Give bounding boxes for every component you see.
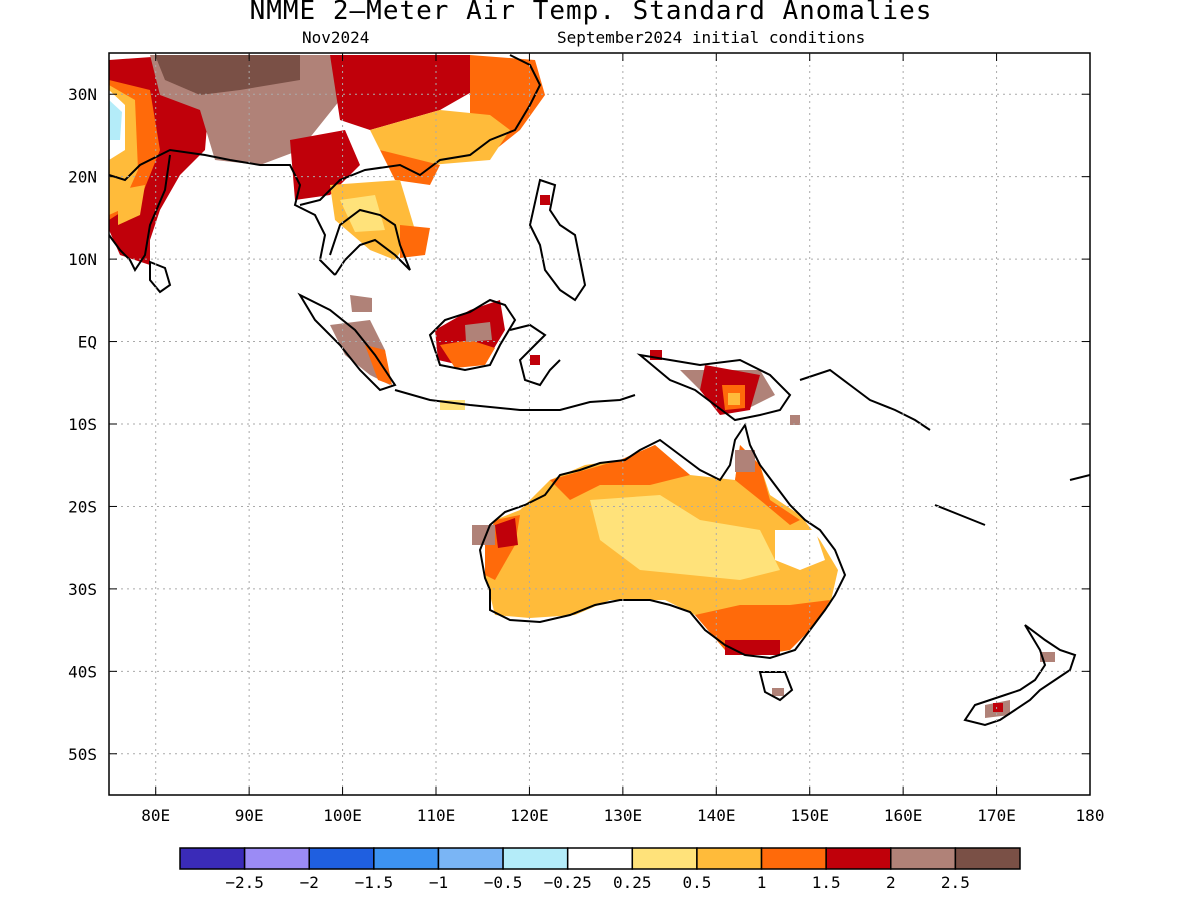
lon-label: 180 — [1076, 806, 1105, 825]
lon-label: 110E — [417, 806, 456, 825]
colorbar-label: −2 — [300, 873, 319, 892]
valid-month: Nov2024 — [302, 28, 370, 47]
colorbar-label: 1 — [757, 873, 767, 892]
colorbar-label: 2.5 — [941, 873, 970, 892]
lat-label: EQ — [78, 333, 97, 352]
gridlines — [109, 53, 1090, 795]
map-title: NMME 2—Meter Air Temp. Standard Anomalie… — [249, 0, 933, 26]
lat-label: 40S — [68, 662, 97, 681]
colorbar-label: −0.5 — [484, 873, 523, 892]
colorbar-label: 1.5 — [812, 873, 841, 892]
latitude-labels: 30N 20N 10N EQ 10S 20S 30S 40S 50S — [68, 85, 1090, 764]
lon-label: 170E — [977, 806, 1016, 825]
initial-conditions: September2024 initial conditions — [557, 28, 866, 47]
lon-label: 140E — [697, 806, 736, 825]
colorbar-swatch — [954, 847, 1021, 870]
colorbar-swatch — [566, 847, 634, 870]
lat-label: 30S — [68, 580, 97, 599]
colorbar-label: −0.25 — [544, 873, 592, 892]
colorbar-swatch — [631, 847, 698, 870]
colorbar-swatch — [308, 847, 375, 870]
colorbar-swatch — [502, 847, 569, 870]
colorbar-swatch — [890, 847, 957, 870]
lon-label: 100E — [323, 806, 362, 825]
lat-label: 20N — [68, 168, 97, 187]
colorbar-label: −1 — [429, 873, 448, 892]
colorbar-swatch — [179, 847, 246, 870]
lon-label: 120E — [510, 806, 549, 825]
colorbar-swatch — [243, 847, 310, 870]
colorbar-label: 2 — [886, 873, 896, 892]
colorbar-swatch — [373, 847, 440, 870]
lon-label: 150E — [790, 806, 829, 825]
lon-label: 130E — [604, 806, 643, 825]
colorbar-label: 0.5 — [682, 873, 711, 892]
colorbar-label: −1.5 — [355, 873, 394, 892]
colorbar-swatch — [437, 847, 504, 870]
lon-label: 160E — [884, 806, 923, 825]
colorbar-label: −2.5 — [225, 873, 264, 892]
lat-label: 50S — [68, 745, 97, 764]
longitude-labels: 80E 90E 100E 110E 120E 130E 140E 150E 160E 170E 18… — [141, 53, 1104, 825]
lat-label: 30N — [68, 85, 97, 104]
lat-label: 10N — [68, 250, 97, 269]
colorbar: −2.5 −2 −1.5 −1 −0.5 −0.25 0.25 0.5 1 1.5 2 2.5 — [179, 847, 1021, 892]
lon-label: 90E — [235, 806, 264, 825]
colorbar-swatch — [696, 847, 763, 870]
anomaly-shading — [109, 55, 1055, 718]
lon-label: 80E — [141, 806, 170, 825]
coastlines — [109, 54, 1090, 727]
colorbar-label: 0.25 — [613, 873, 652, 892]
colorbar-swatch — [760, 847, 827, 870]
colorbar-swatch — [825, 847, 892, 870]
lat-label: 20S — [68, 497, 97, 516]
lat-label: 10S — [68, 415, 97, 434]
